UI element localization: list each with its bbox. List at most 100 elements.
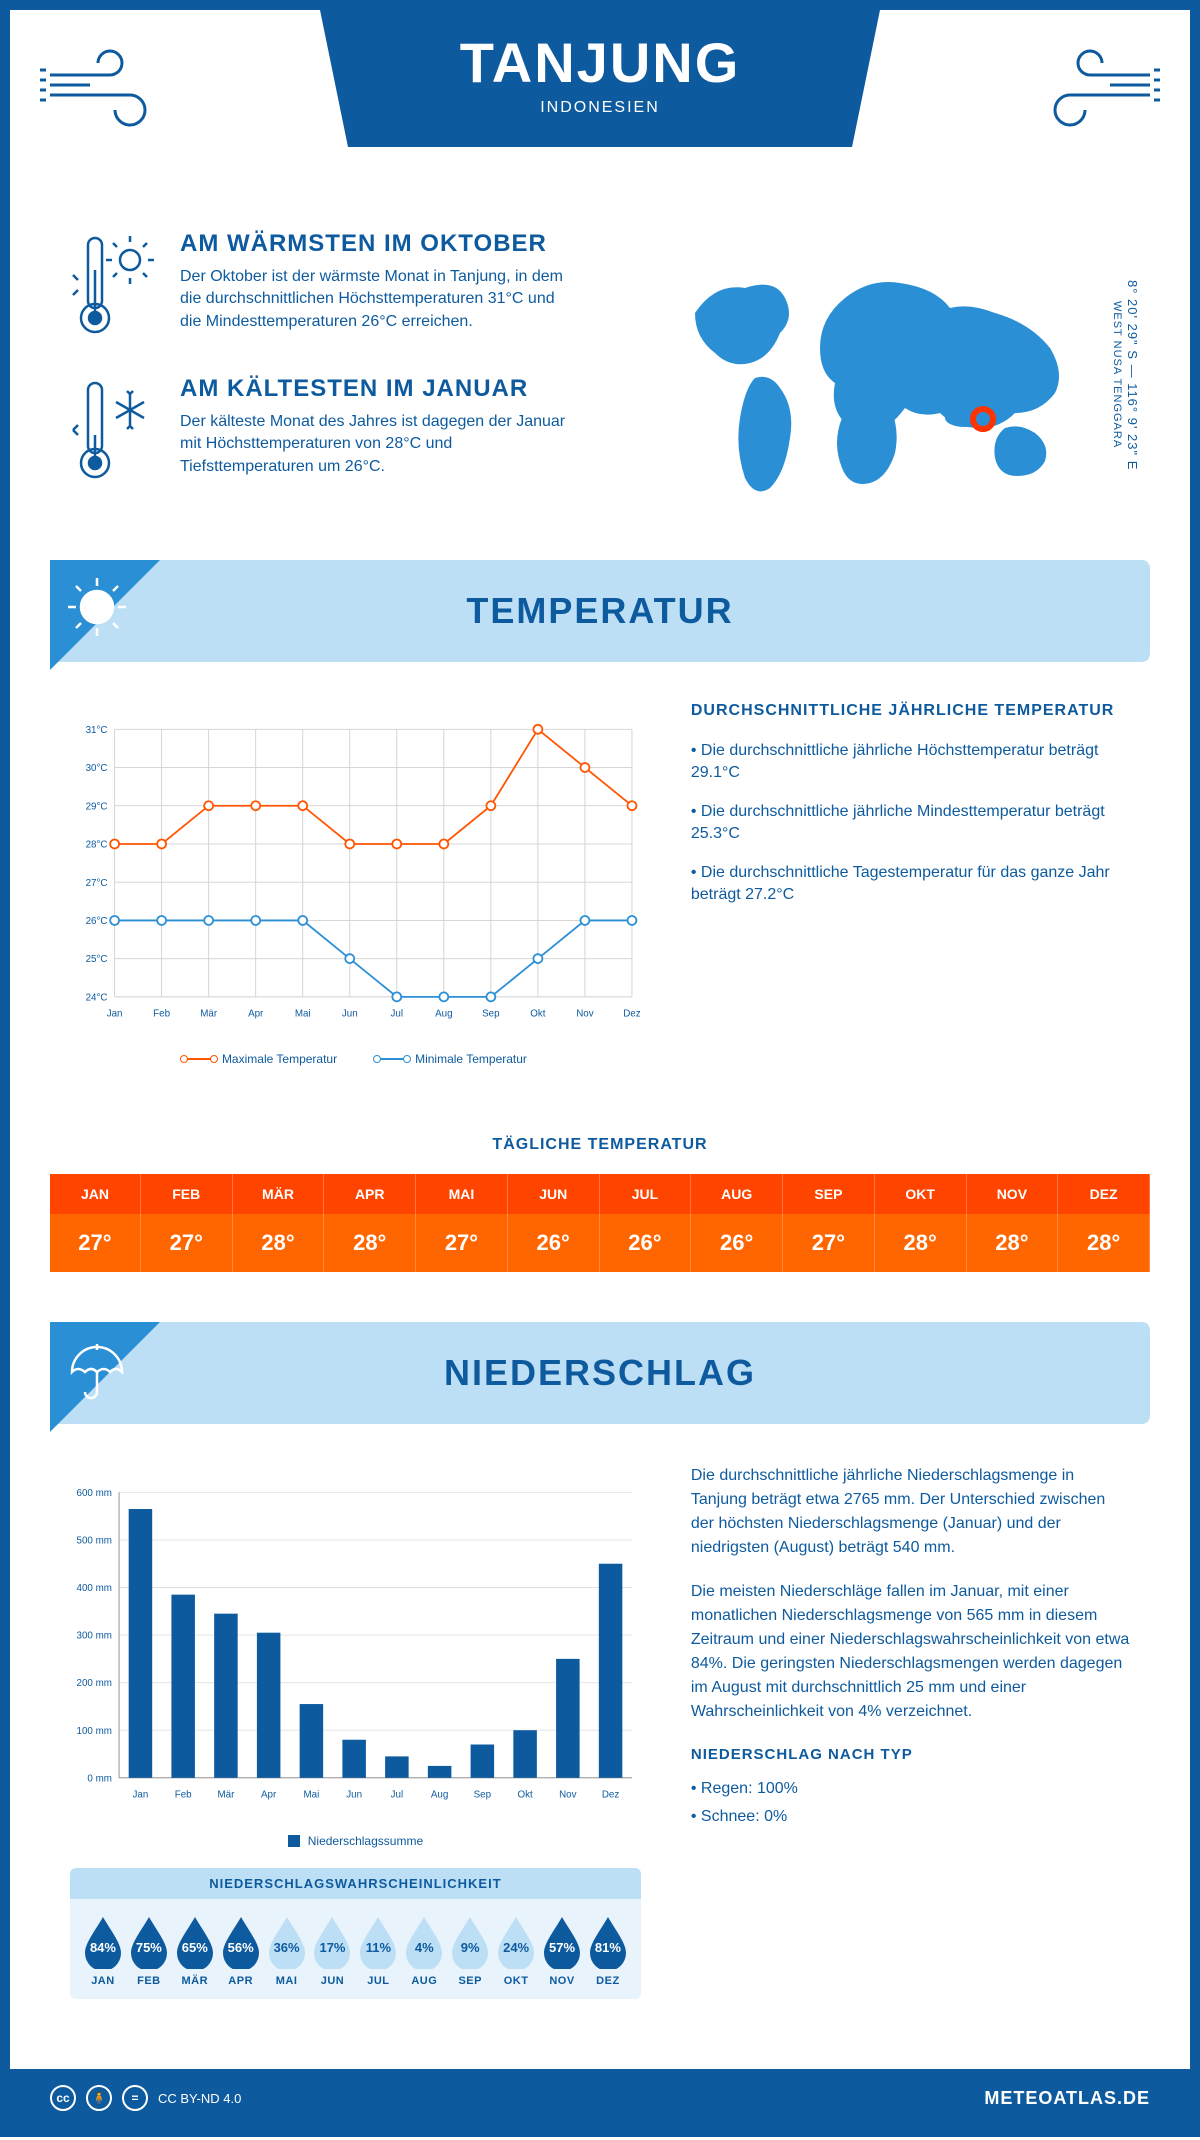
precip-type-item: • Regen: 100% (691, 1777, 1130, 1801)
temperature-line-chart: 24°C25°C26°C27°C28°C29°C30°C31°CJanFebMä… (70, 702, 641, 1042)
avg-temp-bullet: • Die durchschnittliche jährliche Mindes… (691, 801, 1130, 846)
coldest-fact: AM KÄLTESTEN IM JANUAR Der kälteste Mona… (70, 375, 580, 490)
nd-icon: = (122, 2085, 148, 2111)
svg-text:400 mm: 400 mm (77, 1583, 112, 1594)
daily-temp-cell: 27° (783, 1214, 875, 1272)
svg-text:Nov: Nov (576, 1009, 594, 1020)
footer: cc 🧍 = CC BY-ND 4.0 METEOATLAS.DE (10, 2069, 1190, 2127)
cc-icon: cc (50, 2085, 76, 2111)
precip-legend: Niederschlagssumme (70, 1834, 641, 1848)
probability-month: JUL (356, 1975, 400, 1987)
svg-text:Dez: Dez (602, 1789, 620, 1800)
svg-text:Okt: Okt (530, 1009, 546, 1020)
svg-text:Sep: Sep (474, 1789, 492, 1800)
warmest-title: AM WÄRMSTEN IM OKTOBER (180, 230, 580, 258)
drop-icon: 57% (540, 1915, 584, 1969)
svg-text:Jan: Jan (107, 1009, 123, 1020)
svg-text:26°C: 26°C (86, 916, 108, 927)
probability-item: 84% JAN (81, 1915, 125, 1987)
svg-text:Feb: Feb (175, 1789, 192, 1800)
daily-temp-cell: 26° (507, 1214, 599, 1272)
svg-text:Aug: Aug (435, 1009, 452, 1020)
thermometer-sun-icon (70, 230, 160, 345)
precipitation-bar-chart: 0 mm100 mm200 mm300 mm400 mm500 mm600 mm… (70, 1464, 641, 1824)
svg-text:Jan: Jan (133, 1789, 149, 1800)
daily-temp-cell: 26° (691, 1214, 783, 1272)
month-header: JUL (599, 1174, 691, 1214)
drop-icon: 36% (265, 1915, 309, 1969)
month-header: SEP (783, 1174, 875, 1214)
precip-p1: Die durchschnittliche jährliche Niedersc… (691, 1464, 1130, 1560)
sun-icon (62, 572, 132, 651)
svg-text:Sep: Sep (482, 1009, 500, 1020)
probability-row: 84% JAN 75% FEB 65% MÄR 56% APR 36% MAI (70, 1899, 641, 1999)
avg-temp-bullet: • Die durchschnittliche jährliche Höchst… (691, 740, 1130, 785)
page-title: TANJUNG (420, 30, 780, 95)
probability-month: MAI (265, 1975, 309, 1987)
probability-item: 4% AUG (402, 1915, 446, 1987)
svg-text:30°C: 30°C (86, 763, 108, 774)
page-subtitle: INDONESIEN (420, 99, 780, 117)
probability-item: 9% SEP (448, 1915, 492, 1987)
svg-text:28°C: 28°C (86, 840, 108, 851)
daily-temp-table: JANFEBMÄRAPRMAIJUNJULAUGSEPOKTNOVDEZ 27°… (50, 1174, 1150, 1272)
daily-temp-cell: 27° (50, 1214, 140, 1272)
probability-month: AUG (402, 1975, 446, 1987)
coordinates: 8° 20' 29" S — 116° 9' 23" E WEST NUSA T… (1110, 230, 1140, 520)
probability-item: 57% NOV (540, 1915, 584, 1987)
daily-temp-cell: 27° (140, 1214, 232, 1272)
daily-temp-cell: 28° (874, 1214, 966, 1272)
temp-legend: Maximale TemperaturMinimale Temperatur (70, 1052, 641, 1066)
probability-item: 65% MÄR (173, 1915, 217, 1987)
month-header: APR (324, 1174, 416, 1214)
probability-item: 24% OKT (494, 1915, 538, 1987)
svg-text:500 mm: 500 mm (77, 1536, 112, 1547)
probability-month: NOV (540, 1975, 584, 1987)
drop-icon: 11% (356, 1915, 400, 1969)
temperature-section-title: TEMPERATUR (50, 560, 1150, 662)
drop-icon: 4% (402, 1915, 446, 1969)
month-header: DEZ (1058, 1174, 1150, 1214)
daily-temp-cell: 28° (324, 1214, 416, 1272)
daily-temp-cell: 28° (966, 1214, 1058, 1272)
probability-month: MÄR (173, 1975, 217, 1987)
daily-temp-cell: 27° (416, 1214, 508, 1272)
probability-month: JUN (310, 1975, 354, 1987)
title-banner: TANJUNG INDONESIEN (320, 10, 880, 147)
month-header: MÄR (232, 1174, 324, 1214)
month-header: FEB (140, 1174, 232, 1214)
avg-temp-title: DURCHSCHNITTLICHE JÄHRLICHE TEMPERATUR (691, 702, 1130, 720)
daily-temp-title: TÄGLICHE TEMPERATUR (10, 1136, 1190, 1154)
probability-title: NIEDERSCHLAGSWAHRSCHEINLICHKEIT (70, 1868, 641, 1899)
svg-text:Jun: Jun (342, 1009, 358, 1020)
month-header: MAI (416, 1174, 508, 1214)
svg-text:Mai: Mai (303, 1789, 319, 1800)
warmest-fact: AM WÄRMSTEN IM OKTOBER Der Oktober ist d… (70, 230, 580, 345)
drop-icon: 17% (310, 1915, 354, 1969)
svg-text:600 mm: 600 mm (77, 1488, 112, 1499)
probability-item: 36% MAI (265, 1915, 309, 1987)
svg-text:Nov: Nov (559, 1789, 577, 1800)
svg-text:Jun: Jun (346, 1789, 362, 1800)
legend-item: Minimale Temperatur (377, 1052, 527, 1066)
wind-icon (1020, 40, 1160, 145)
precip-p2: Die meisten Niederschläge fallen im Janu… (691, 1580, 1130, 1724)
precip-by-type-title: NIEDERSCHLAG NACH TYP (691, 1744, 1130, 1767)
svg-text:Jul: Jul (391, 1789, 404, 1800)
wind-icon (40, 40, 180, 145)
month-header: JAN (50, 1174, 140, 1214)
daily-temp-cell: 26° (599, 1214, 691, 1272)
svg-text:27°C: 27°C (86, 878, 108, 889)
world-map (665, 243, 1085, 508)
probability-item: 56% APR (219, 1915, 263, 1987)
svg-text:Dez: Dez (623, 1009, 641, 1020)
svg-text:Mär: Mär (200, 1009, 218, 1020)
coldest-title: AM KÄLTESTEN IM JANUAR (180, 375, 580, 403)
umbrella-icon (62, 1334, 132, 1413)
probability-month: FEB (127, 1975, 171, 1987)
svg-text:0 mm: 0 mm (87, 1773, 111, 1784)
header: TANJUNG INDONESIEN (10, 10, 1190, 210)
probability-item: 81% DEZ (586, 1915, 630, 1987)
svg-text:31°C: 31°C (86, 725, 108, 736)
month-header: OKT (874, 1174, 966, 1214)
